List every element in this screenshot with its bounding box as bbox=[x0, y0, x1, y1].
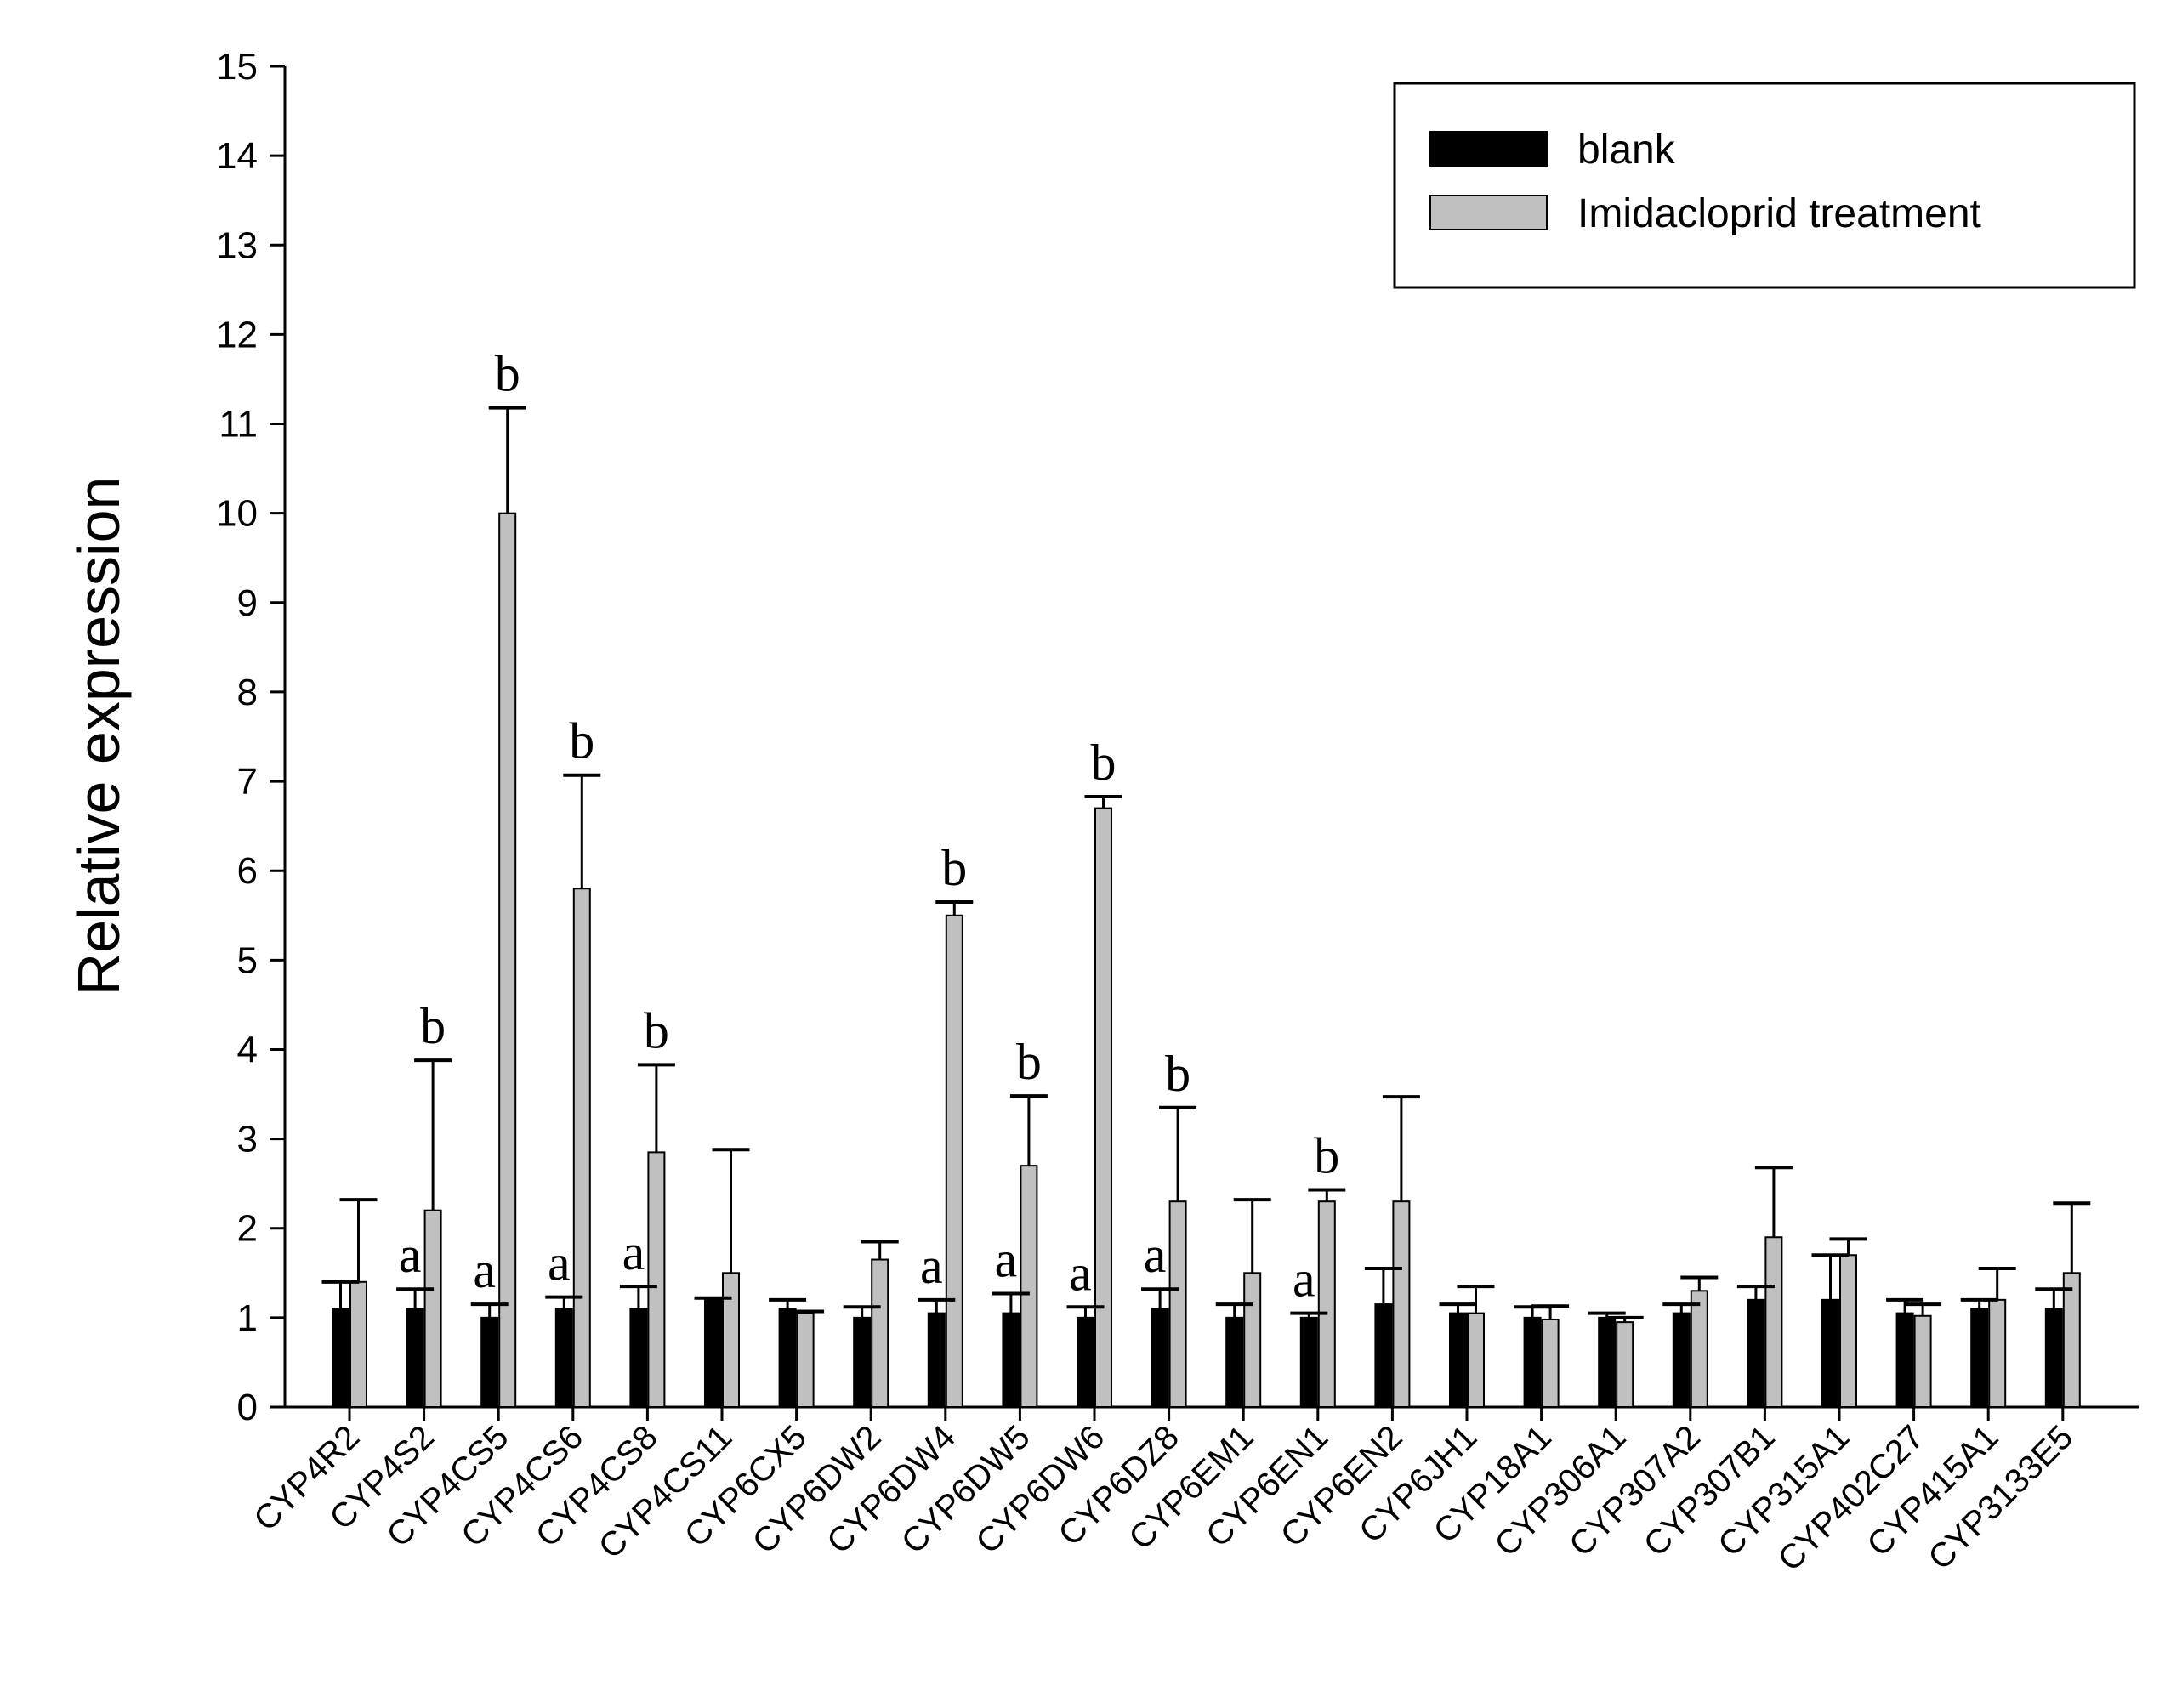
bar-imidacloprid-cyp6en1 bbox=[1317, 1200, 1336, 1409]
bar-imidacloprid-cyp3133e5 bbox=[2062, 1272, 2081, 1409]
y-tick-label: 11 bbox=[219, 404, 258, 445]
bar-blank-cyp6dw2 bbox=[853, 1316, 872, 1409]
significance-letter: a bbox=[399, 1227, 422, 1283]
bar-blank-cyp6dw6 bbox=[1077, 1316, 1094, 1409]
bar-blank-cyp6dw4 bbox=[927, 1312, 946, 1408]
bar-imidacloprid-cyp415a1 bbox=[1988, 1298, 2007, 1408]
bar-blank-cyp4s2 bbox=[406, 1308, 424, 1409]
significance-letter: b bbox=[495, 346, 520, 402]
significance-letter: a bbox=[622, 1224, 645, 1280]
y-axis-title: Relative expression bbox=[65, 477, 132, 996]
y-tick-label: 6 bbox=[237, 850, 258, 892]
bar-imidacloprid-cyp306a1 bbox=[1616, 1321, 1634, 1408]
y-tick-label: 4 bbox=[237, 1029, 258, 1070]
bar-imidacloprid-cyp18a1 bbox=[1541, 1318, 1560, 1409]
bar-imidacloprid-cyp6jh1 bbox=[1467, 1312, 1485, 1408]
significance-letter: b bbox=[1165, 1046, 1190, 1102]
y-tick-label: 9 bbox=[237, 582, 258, 624]
bar-blank-cyp4cs8 bbox=[629, 1308, 648, 1409]
bar-imidacloprid-cyp6dw2 bbox=[871, 1258, 889, 1409]
y-tick-label: 10 bbox=[216, 493, 258, 535]
bar-blank-cyp6dz8 bbox=[1151, 1308, 1169, 1409]
bar-blank-cyp18a1 bbox=[1523, 1316, 1542, 1409]
y-tick-label: 7 bbox=[237, 761, 258, 803]
y-tick-label: 0 bbox=[237, 1387, 258, 1428]
bar-imidacloprid-cyp4cs8 bbox=[647, 1151, 666, 1408]
legend-label-imidacloprid: Imidacloprid treatment bbox=[1577, 191, 1981, 236]
x-ticks: CYP4R2CYP4S2CYP4CS5CYP4CS6CYP4CS8CYP4CS1… bbox=[247, 1407, 2080, 1579]
bar-imidacloprid-cyp315a1 bbox=[1839, 1254, 1857, 1408]
bar-imidacloprid-cyp402c27 bbox=[1913, 1314, 1932, 1409]
y-tick-label: 14 bbox=[216, 135, 258, 177]
significance-letter: b bbox=[1091, 735, 1117, 791]
significance-letter: a bbox=[473, 1242, 496, 1298]
y-tick-label: 13 bbox=[216, 224, 258, 266]
significance-letter: b bbox=[1314, 1128, 1339, 1184]
legend-swatch-blank bbox=[1429, 131, 1548, 167]
bar-blank-cyp415a1 bbox=[1970, 1308, 1989, 1409]
significance-letters: a b a b a b a b a b a b a b a b a b bbox=[399, 346, 1340, 1308]
bar-imidacloprid-cyp6cx5 bbox=[796, 1312, 815, 1408]
significance-letter: b bbox=[644, 1002, 669, 1058]
bar-imidacloprid-cyp6en2 bbox=[1392, 1200, 1411, 1409]
bar-blank-cyp4cs5 bbox=[480, 1316, 499, 1409]
legend-label-blank: blank bbox=[1577, 128, 1676, 173]
bar-blank-cyp6em1 bbox=[1225, 1316, 1244, 1409]
bar-blank-cyp402c27 bbox=[1895, 1312, 1914, 1408]
bar-imidacloprid-cyp4s2 bbox=[423, 1209, 442, 1408]
bar-imidacloprid-cyp4cs5 bbox=[498, 512, 517, 1409]
significance-letter: b bbox=[941, 840, 967, 896]
y-tick-label: 3 bbox=[237, 1119, 258, 1160]
bar-blank-cyp6en1 bbox=[1299, 1316, 1318, 1409]
bar-blank-cyp4cs6 bbox=[554, 1308, 573, 1409]
y-tick-label: 1 bbox=[237, 1297, 258, 1339]
y-tick-label: 5 bbox=[237, 939, 258, 981]
bar-blank-cyp315a1 bbox=[1821, 1298, 1839, 1408]
bar-blank-cyp6jh1 bbox=[1449, 1312, 1467, 1408]
significance-letter: a bbox=[920, 1238, 943, 1294]
significance-letter: a bbox=[1144, 1227, 1167, 1283]
bar-blank-cyp3133e5 bbox=[2044, 1308, 2063, 1409]
bar-imidacloprid-cyp6dw4 bbox=[945, 914, 963, 1409]
bar-imidacloprid-cyp4cs11 bbox=[722, 1272, 740, 1409]
bar-imidacloprid-cyp4cs6 bbox=[572, 888, 591, 1408]
significance-letter: a bbox=[1293, 1251, 1315, 1308]
bars bbox=[332, 512, 2081, 1409]
bar-blank-cyp4r2 bbox=[332, 1308, 349, 1409]
significance-letter: a bbox=[995, 1231, 1018, 1287]
significance-letter: a bbox=[548, 1235, 571, 1291]
y-tick-label: 8 bbox=[237, 672, 258, 713]
y-tick-label: 12 bbox=[216, 314, 258, 355]
bar-blank-cyp6dw5 bbox=[1002, 1312, 1020, 1408]
bar-imidacloprid-cyp4r2 bbox=[349, 1280, 367, 1409]
bar-blank-cyp307a2 bbox=[1672, 1312, 1691, 1408]
bar-blank-cyp4cs11 bbox=[704, 1298, 722, 1408]
bar-imidacloprid-cyp307b1 bbox=[1764, 1236, 1783, 1409]
legend-swatch-imidacloprid bbox=[1429, 195, 1548, 230]
bar-imidacloprid-cyp6dw6 bbox=[1094, 807, 1112, 1408]
bar-blank-cyp306a1 bbox=[1598, 1316, 1617, 1409]
bar-blank-cyp6en2 bbox=[1374, 1303, 1393, 1409]
legend-box bbox=[1393, 82, 2136, 289]
bar-imidacloprid-cyp6dw5 bbox=[1020, 1165, 1038, 1408]
bar-imidacloprid-cyp6em1 bbox=[1243, 1272, 1262, 1409]
significance-letter: a bbox=[1069, 1245, 1092, 1301]
legend: blank Imidacloprid treatment bbox=[1393, 82, 2136, 289]
significance-letter: b bbox=[1016, 1034, 1042, 1090]
y-tick-label: 15 bbox=[216, 46, 258, 88]
bar-blank-cyp6cx5 bbox=[778, 1308, 797, 1409]
bar-imidacloprid-cyp307a2 bbox=[1690, 1290, 1708, 1408]
y-tick-label: 2 bbox=[237, 1208, 258, 1250]
bar-imidacloprid-cyp6dz8 bbox=[1168, 1200, 1187, 1409]
bar-blank-cyp307b1 bbox=[1747, 1298, 1765, 1408]
significance-letter: b bbox=[420, 998, 446, 1054]
error-bars bbox=[321, 406, 2091, 1323]
significance-letter: b bbox=[569, 713, 594, 769]
